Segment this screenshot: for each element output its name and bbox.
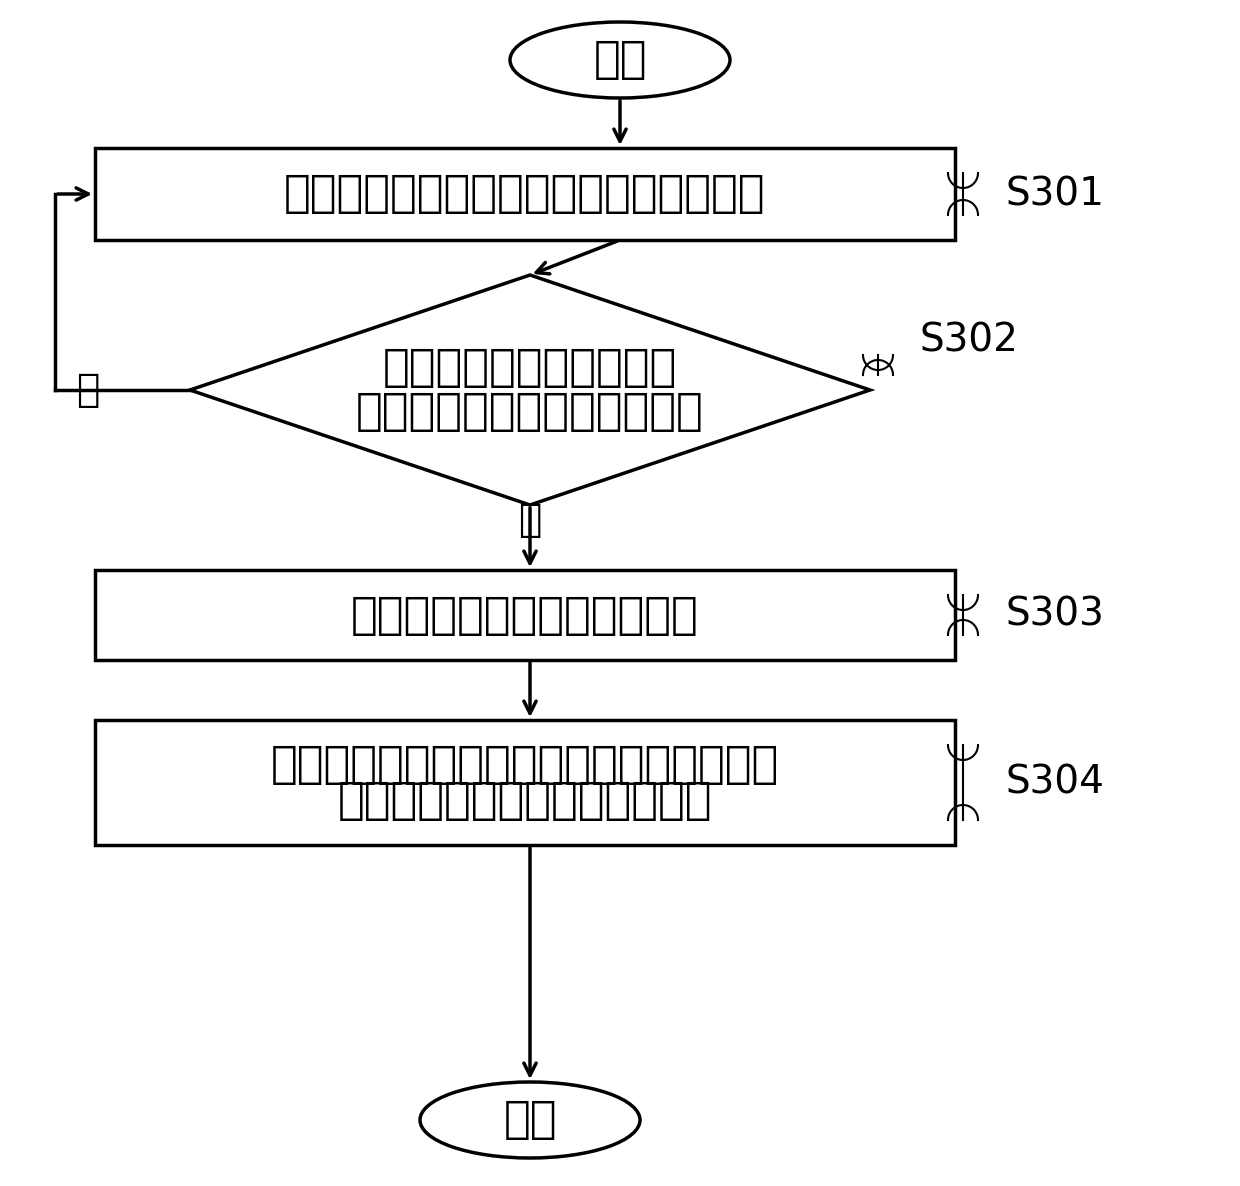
Text: S304: S304 [1004, 763, 1104, 801]
Bar [95, 570, 955, 659]
Text: S301: S301 [1004, 176, 1104, 213]
Text: S302: S302 [920, 321, 1019, 359]
Text: 开始: 开始 [593, 38, 647, 82]
Text: 结束: 结束 [503, 1098, 557, 1141]
Text: 否: 否 [77, 371, 99, 409]
Bar [95, 148, 955, 240]
Text: 判断所述被采集体是否为人体: 判断所述被采集体是否为人体 [356, 390, 704, 434]
Text: 根据所述距离调节所述照明系统的亮度，所: 根据所述距离调节所述照明系统的亮度，所 [270, 742, 779, 786]
Text: 述亮度随所述距离的增大而减小: 述亮度随所述距离的增大而减小 [337, 779, 712, 822]
Text: S303: S303 [1004, 597, 1104, 635]
Text: 接收所述人体感应传感设备采集到的数据: 接收所述人体感应传感设备采集到的数据 [284, 172, 766, 216]
Text: 根据所述被采集体的体温: 根据所述被采集体的体温 [383, 346, 677, 389]
Text: 确定人体与所述油烟机的距离: 确定人体与所述油烟机的距离 [351, 593, 699, 637]
Text: 是: 是 [518, 500, 542, 538]
Bar [95, 720, 955, 844]
